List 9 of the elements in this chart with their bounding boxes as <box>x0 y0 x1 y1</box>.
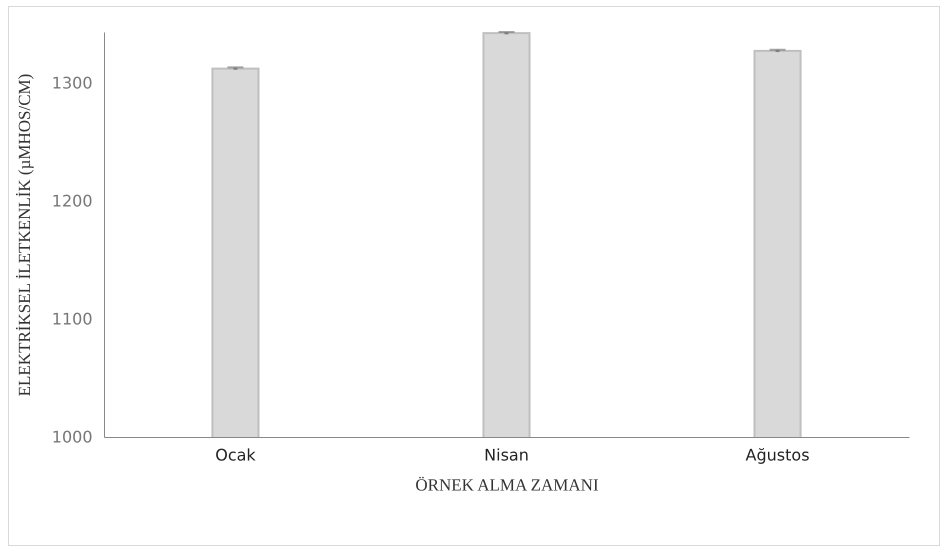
x-tick-label: Ocak <box>215 446 256 464</box>
x-tick-label: Ağustos <box>746 446 810 464</box>
x-axis-title: ÖRNEK ALMA ZAMANI <box>415 476 599 494</box>
y-tick-label: 1200 <box>52 191 92 210</box>
y-tick-label: 1100 <box>52 309 92 328</box>
y-tick-label: 1300 <box>52 73 92 92</box>
y-tick-label: 1000 <box>52 428 92 446</box>
y-axis-title: ELEKTRİKSEL İLETKENLİK (µMHOS/CM) <box>14 74 34 396</box>
x-tick-label: Nisan <box>484 446 529 464</box>
